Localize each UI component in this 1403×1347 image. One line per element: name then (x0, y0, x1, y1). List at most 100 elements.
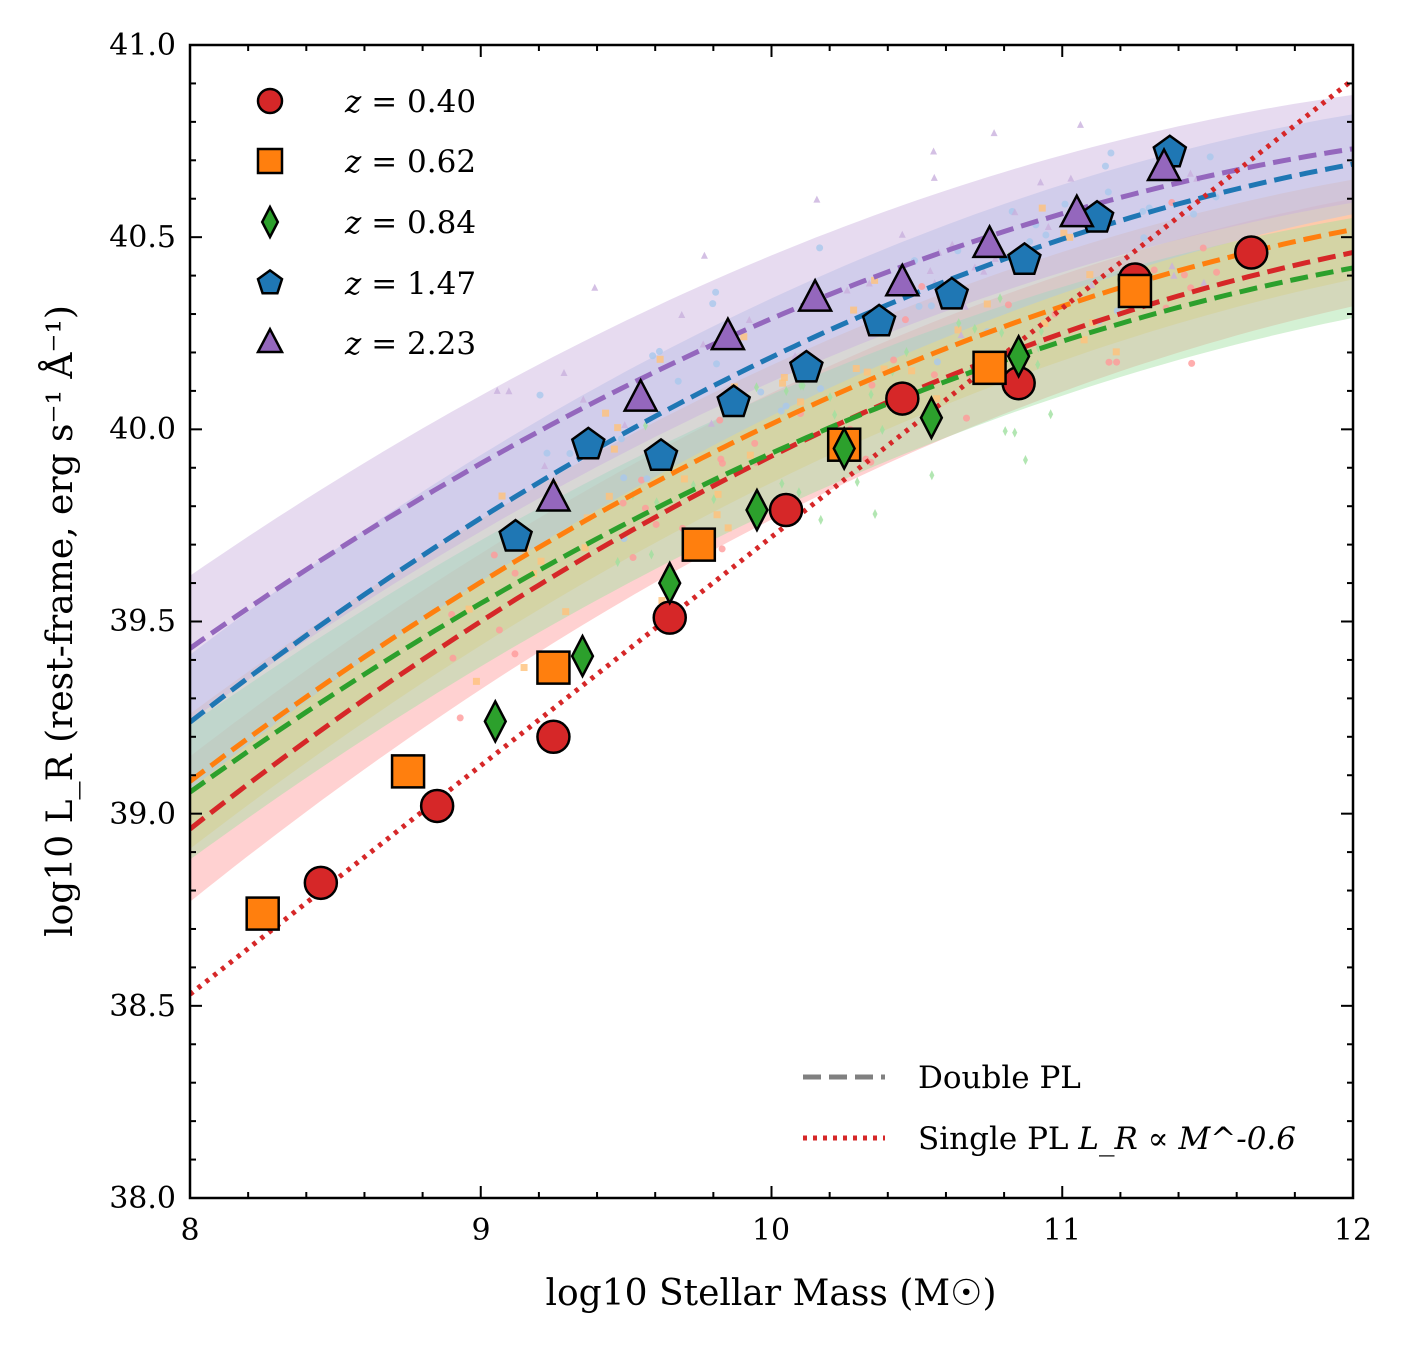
cloud-point (1112, 348, 1120, 356)
cloud-point (983, 300, 991, 308)
cloud-point (930, 147, 938, 155)
cloud-point (1012, 427, 1018, 438)
cloud-point (1086, 271, 1094, 279)
data-point-1-5 (972, 350, 1007, 386)
cloud-point (1107, 149, 1115, 157)
redshift-legend (255, 87, 285, 354)
y-tick-label: 39.5 (109, 604, 176, 639)
data-point-2-6 (1006, 333, 1031, 380)
cloud-point (1038, 326, 1044, 337)
fit-line-0 (190, 250, 1353, 831)
cloud-point (655, 347, 663, 355)
x-tick-label: 12 (1334, 1213, 1372, 1248)
legend-label-z223: z = 2.23 (344, 326, 476, 362)
cloud-point (1060, 229, 1068, 237)
cloud-point (999, 327, 1005, 338)
cloud-point (493, 386, 501, 394)
cloud-point (1150, 266, 1158, 274)
cloud-point (926, 266, 934, 274)
cloud-point (1044, 222, 1052, 230)
data-point-0-8 (1233, 235, 1269, 270)
cloud-point (566, 450, 574, 458)
uncertainty-bands (190, 95, 1353, 902)
legend-double-pl-label: Double PL (918, 1060, 1081, 1096)
cloud-point (868, 381, 876, 389)
cloud-point (448, 610, 456, 618)
cloud-point (740, 333, 748, 341)
cloud-point (1037, 178, 1045, 186)
legend-marker-1 (256, 147, 284, 175)
cloud-point (1042, 231, 1050, 239)
x-tick-label: 10 (752, 1213, 790, 1248)
cloud-point (656, 355, 664, 363)
cloud-point (797, 398, 805, 406)
cloud-point (1011, 208, 1019, 216)
data-point-4-0 (535, 477, 572, 512)
cloud-point (1213, 268, 1221, 276)
cloud-point (865, 279, 873, 287)
legend-marker-2 (260, 204, 280, 240)
legend-marker-0 (256, 87, 284, 115)
data-point-4-3 (797, 277, 834, 312)
cloud-point (1076, 120, 1084, 128)
band-1 (190, 179, 1353, 849)
cloud-point (1066, 233, 1074, 241)
data-point-3-3 (716, 384, 752, 418)
cloud-point (954, 326, 962, 334)
x-tick-labels: 8 9 10 11 12 (180, 1213, 1372, 1248)
y-tick-labels: 38.0 38.5 39.0 39.5 40.0 40.5 41.0 (109, 28, 176, 1216)
cloud-point (652, 520, 660, 528)
cloud-point (711, 494, 717, 505)
y-tick-label: 40.0 (109, 412, 176, 447)
cloud-point (1180, 271, 1188, 279)
binned-data-markers (245, 134, 1269, 931)
data-point-4-5 (971, 223, 1008, 259)
cloud-point (901, 316, 909, 324)
cloud-point (1002, 426, 1008, 437)
y-tick-label: 38.0 (109, 1181, 176, 1216)
y-tick-label: 38.5 (109, 989, 176, 1024)
cloud-point (827, 392, 833, 403)
cloud-point (680, 475, 688, 483)
data-point-2-4 (832, 425, 856, 472)
data-point-0-0 (303, 865, 339, 901)
cloud-point (648, 549, 654, 560)
cloud-point (1104, 188, 1112, 196)
cloud-point (956, 318, 962, 329)
cloud-point (962, 414, 970, 422)
cloud-point (1139, 207, 1147, 215)
cloud-point (779, 478, 785, 489)
cloud-point (449, 654, 457, 662)
cloud-point (782, 402, 790, 410)
cloud-point (990, 129, 998, 137)
y-tick-label: 40.5 (109, 220, 176, 255)
data-point-2-3 (745, 487, 769, 533)
cloud-point (581, 544, 589, 552)
cloud-point (800, 380, 806, 391)
cloud-point (602, 409, 610, 417)
cloud-point (1200, 278, 1208, 286)
cloud-point (832, 409, 838, 420)
fit-line-3 (190, 161, 1353, 725)
cloud-point (465, 605, 473, 613)
cloud-point (933, 358, 941, 366)
cloud-point (717, 455, 725, 463)
redshift-legend-labels: z = 0.40 z = 0.62 z = 0.84 z = 1.47 z = … (344, 84, 476, 362)
cloud-point (1088, 281, 1096, 289)
cloud-point (643, 475, 651, 483)
cloud-point (495, 626, 503, 634)
cloud-point (918, 283, 926, 291)
cloud-point (1048, 409, 1054, 420)
cloud-point (997, 293, 1003, 304)
data-point-2-5 (919, 395, 944, 441)
axis-ticks (189, 44, 1354, 1199)
cloud-point (674, 377, 682, 385)
cloud-point (1035, 342, 1041, 353)
cloud-point (933, 395, 941, 403)
x-tick-label: 8 (180, 1213, 199, 1248)
cloud-point (1105, 358, 1113, 366)
cloud-point (716, 416, 724, 424)
data-point-4-2 (709, 316, 746, 351)
data-point-0-2 (536, 719, 571, 755)
cloud-point (929, 470, 935, 481)
